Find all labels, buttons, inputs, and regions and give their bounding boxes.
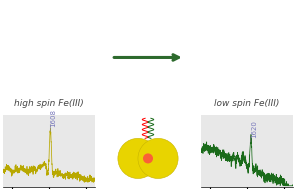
Circle shape (143, 153, 153, 163)
Circle shape (138, 138, 178, 178)
Text: 1620: 1620 (251, 120, 257, 138)
Text: high spin Fe(III): high spin Fe(III) (14, 99, 84, 108)
Text: 1608: 1608 (51, 109, 57, 127)
Text: low spin Fe(III): low spin Fe(III) (215, 99, 280, 108)
Circle shape (118, 138, 158, 178)
